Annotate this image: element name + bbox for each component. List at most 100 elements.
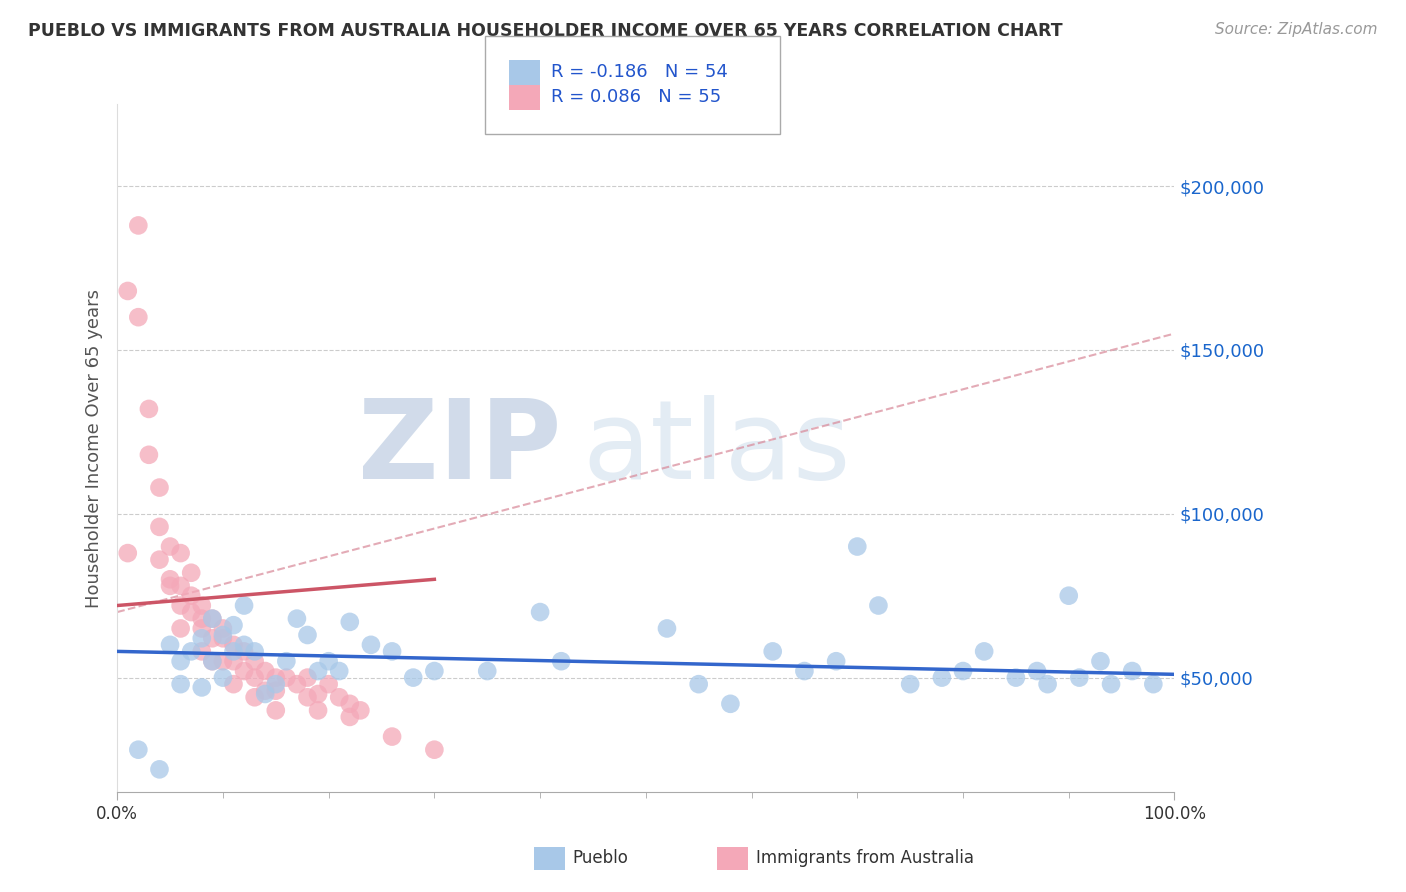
Point (159, 638, 181, 652)
Point (264, 671, 287, 685)
Point (328, 664, 350, 678)
Point (307, 664, 329, 678)
Point (868, 599, 890, 613)
Point (212, 622, 235, 636)
Point (297, 671, 319, 685)
Point (285, 677, 308, 691)
Point (762, 644, 785, 658)
Point (191, 612, 214, 626)
Point (1026, 664, 1049, 678)
Point (180, 644, 202, 658)
Point (339, 615, 361, 629)
Point (201, 654, 224, 668)
Point (212, 671, 235, 685)
Point (148, 762, 170, 776)
Point (328, 690, 350, 705)
Point (169, 579, 191, 593)
Y-axis label: Householder Income Over 65 years: Householder Income Over 65 years (86, 289, 103, 607)
Point (159, 572, 181, 586)
Point (243, 654, 266, 668)
Point (212, 628, 235, 642)
Point (381, 644, 404, 658)
Point (339, 710, 361, 724)
Point (254, 687, 277, 701)
Text: PUEBLO VS IMMIGRANTS FROM AUSTRALIA HOUSEHOLDER INCOME OVER 65 YEARS CORRELATION: PUEBLO VS IMMIGRANTS FROM AUSTRALIA HOUS… (28, 22, 1063, 40)
Point (191, 632, 214, 646)
Point (898, 677, 921, 691)
Point (243, 644, 266, 658)
Text: Immigrants from Australia: Immigrants from Australia (756, 849, 974, 867)
Point (233, 638, 256, 652)
Point (550, 654, 572, 668)
Point (349, 703, 371, 717)
Point (846, 540, 869, 554)
Point (169, 622, 191, 636)
Point (318, 677, 340, 691)
Point (477, 664, 499, 678)
Point (127, 310, 149, 325)
Point (1036, 677, 1059, 691)
Point (718, 697, 741, 711)
Point (1142, 677, 1164, 691)
Point (169, 654, 191, 668)
Point (191, 644, 214, 658)
Point (233, 644, 256, 658)
Point (297, 690, 319, 705)
Point (423, 742, 446, 756)
Point (276, 671, 298, 685)
Point (931, 671, 953, 685)
Point (233, 599, 256, 613)
Point (191, 681, 214, 695)
Point (169, 677, 191, 691)
Text: atlas: atlas (582, 395, 851, 501)
Point (233, 664, 256, 678)
Point (276, 654, 298, 668)
Point (148, 481, 170, 495)
Point (148, 520, 170, 534)
Point (1069, 671, 1091, 685)
Text: Pueblo: Pueblo (572, 849, 628, 867)
Point (243, 690, 266, 705)
Point (201, 632, 224, 646)
Point (1057, 589, 1080, 603)
Point (117, 284, 139, 298)
Point (381, 730, 404, 744)
Point (1005, 671, 1028, 685)
Point (318, 654, 340, 668)
Point (117, 546, 139, 560)
Point (423, 664, 446, 678)
Text: R = 0.086   N = 55: R = 0.086 N = 55 (551, 88, 721, 106)
Point (254, 664, 277, 678)
Point (793, 664, 815, 678)
Point (191, 599, 214, 613)
Point (952, 664, 974, 678)
Point (222, 618, 245, 632)
Point (180, 589, 202, 603)
Text: ZIP: ZIP (359, 395, 561, 501)
Point (973, 644, 995, 658)
Point (169, 599, 191, 613)
Point (688, 677, 710, 691)
Point (201, 612, 224, 626)
Point (201, 654, 224, 668)
Point (297, 628, 319, 642)
Point (138, 448, 160, 462)
Point (1090, 654, 1112, 668)
Point (285, 612, 308, 626)
Point (159, 579, 181, 593)
Point (148, 552, 170, 566)
Point (180, 605, 202, 619)
Point (1121, 664, 1143, 678)
Point (264, 703, 287, 717)
Point (169, 546, 191, 560)
Point (655, 622, 678, 636)
Text: Source: ZipAtlas.com: Source: ZipAtlas.com (1215, 22, 1378, 37)
Point (264, 683, 287, 698)
Point (243, 671, 266, 685)
Point (212, 654, 235, 668)
Point (307, 703, 329, 717)
Point (307, 687, 329, 701)
Point (201, 612, 224, 626)
Point (138, 401, 160, 416)
Point (264, 677, 287, 691)
